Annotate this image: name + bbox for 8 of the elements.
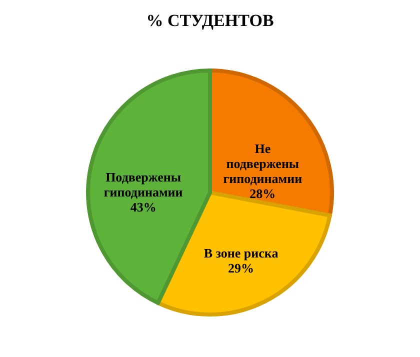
chart-title: % СТУДЕНТОВ: [146, 11, 274, 30]
slice-label: В зоне риска: [204, 245, 279, 260]
slice-label: Не подвержены гиподинамии: [223, 140, 303, 186]
data-label: 28%: [250, 186, 276, 201]
pie-slice: [86, 68, 212, 305]
data-label: 29%: [228, 260, 254, 276]
slice-label: Подвержены гиподинамии: [104, 170, 184, 200]
data-label: 43%: [130, 200, 156, 215]
